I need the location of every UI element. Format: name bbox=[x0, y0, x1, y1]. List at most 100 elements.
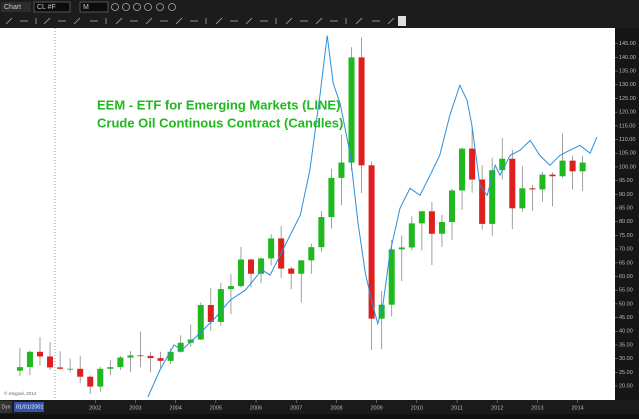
candle-body bbox=[157, 358, 164, 361]
y-tick-label: 125.00 bbox=[619, 96, 636, 102]
candle-body bbox=[539, 174, 546, 190]
candle-body bbox=[408, 223, 415, 248]
y-tick-label: 25.00 bbox=[619, 370, 633, 376]
x-tick-label: 2013 bbox=[531, 405, 543, 411]
candle-body bbox=[147, 355, 154, 359]
candle-body bbox=[499, 158, 506, 171]
y-tick-label: 80.00 bbox=[619, 219, 633, 225]
x-tick-label: 2009 bbox=[371, 405, 383, 411]
candle-body bbox=[26, 351, 33, 368]
drawing-tools[interactable] bbox=[5, 17, 395, 25]
candle-body bbox=[57, 367, 64, 369]
candle-body bbox=[197, 304, 204, 340]
candle-body bbox=[469, 148, 476, 180]
icon[interactable] bbox=[168, 3, 176, 11]
x-tick-label: 2006 bbox=[250, 405, 262, 411]
candle-body bbox=[338, 162, 345, 178]
x-tick-label: 2002 bbox=[89, 405, 101, 411]
candle-body bbox=[237, 259, 244, 287]
icon[interactable] bbox=[156, 3, 164, 11]
x-tick-label: 2005 bbox=[210, 405, 222, 411]
candle-body bbox=[328, 177, 335, 218]
candle-body bbox=[318, 217, 325, 248]
x-tick-label: 2003 bbox=[129, 405, 141, 411]
tab-label: Chart bbox=[4, 4, 21, 11]
x-tick-label: 2004 bbox=[170, 405, 182, 411]
candle-body bbox=[489, 170, 496, 224]
candle-body bbox=[167, 351, 174, 361]
candle-body bbox=[77, 368, 84, 377]
candle-body bbox=[97, 368, 104, 387]
time-axis bbox=[0, 400, 639, 414]
candle-body bbox=[579, 162, 586, 172]
annotation: EEM - ETF for Emerging Markets (LINE) bbox=[97, 97, 340, 112]
copyright: © eSignal, 2014 bbox=[4, 390, 37, 396]
candle-body bbox=[217, 289, 224, 322]
mode-button[interactable] bbox=[0, 401, 12, 413]
candle-body bbox=[549, 174, 556, 177]
y-tick-label: 140.00 bbox=[619, 55, 636, 61]
y-tick-label: 130.00 bbox=[619, 82, 636, 88]
series-layer bbox=[16, 35, 598, 398]
candle-body bbox=[418, 211, 425, 224]
candle-body bbox=[298, 260, 305, 274]
candle-body bbox=[117, 357, 124, 368]
price-axis bbox=[615, 28, 639, 400]
candle-body bbox=[398, 247, 405, 250]
candle-body bbox=[137, 355, 144, 357]
candle-body bbox=[378, 304, 385, 319]
y-tick-label: 90.00 bbox=[619, 192, 633, 198]
chart-tab[interactable] bbox=[1, 2, 31, 12]
mode-label: Dyn bbox=[2, 404, 11, 410]
x-tick-label: 2011 bbox=[451, 405, 463, 411]
y-tick-label: 75.00 bbox=[619, 233, 633, 239]
y-tick-label: 70.00 bbox=[619, 247, 633, 253]
candle-body bbox=[559, 160, 566, 177]
candle-body bbox=[388, 249, 395, 305]
candle-body bbox=[288, 268, 295, 274]
y-tick-label: 100.00 bbox=[619, 164, 636, 170]
cursor-date-box bbox=[14, 402, 44, 412]
candle-body bbox=[368, 165, 375, 319]
candle-body bbox=[127, 355, 134, 358]
y-tick-label: 60.00 bbox=[619, 274, 633, 280]
candle-body bbox=[87, 376, 94, 387]
candle-body bbox=[448, 190, 456, 222]
annotation: Crude Oil Continous Contract (Candles) bbox=[97, 115, 343, 130]
y-tick-label: 95.00 bbox=[619, 178, 633, 184]
y-tick-label: 30.00 bbox=[619, 356, 633, 362]
candle-body bbox=[67, 368, 74, 370]
cursor-date: 01/01/2001 bbox=[16, 404, 44, 410]
candle-body bbox=[308, 247, 315, 261]
y-tick-label: 135.00 bbox=[619, 69, 636, 75]
candle-body bbox=[509, 158, 516, 209]
icon[interactable] bbox=[133, 3, 141, 11]
icon[interactable] bbox=[111, 3, 119, 11]
candle-body bbox=[227, 286, 234, 290]
y-tick-label: 40.00 bbox=[619, 329, 633, 335]
eem-line bbox=[147, 35, 598, 398]
y-tick-label: 145.00 bbox=[619, 41, 636, 47]
y-tick-label: 35.00 bbox=[619, 342, 633, 348]
interval: M bbox=[83, 4, 89, 11]
symbol: CL #F bbox=[37, 4, 56, 11]
icon[interactable] bbox=[144, 3, 152, 11]
icon[interactable] bbox=[122, 3, 130, 11]
interval-box[interactable] bbox=[79, 1, 109, 13]
y-tick-label: 105.00 bbox=[619, 151, 636, 157]
y-tick-label: 110.00 bbox=[619, 137, 635, 143]
y-tick-label: 45.00 bbox=[619, 315, 633, 321]
x-tick-label: 2012 bbox=[491, 405, 503, 411]
symbol-box[interactable] bbox=[33, 1, 71, 13]
y-tick-label: 65.00 bbox=[619, 260, 633, 266]
lock-icon[interactable] bbox=[398, 16, 406, 26]
candle-body bbox=[47, 356, 54, 368]
candle-body bbox=[479, 179, 486, 224]
x-tick-label: 2008 bbox=[330, 405, 342, 411]
candle-body bbox=[569, 160, 576, 172]
candle-body bbox=[207, 304, 214, 322]
y-tick-label: 50.00 bbox=[619, 301, 633, 307]
y-tick-label: 20.00 bbox=[619, 383, 633, 389]
